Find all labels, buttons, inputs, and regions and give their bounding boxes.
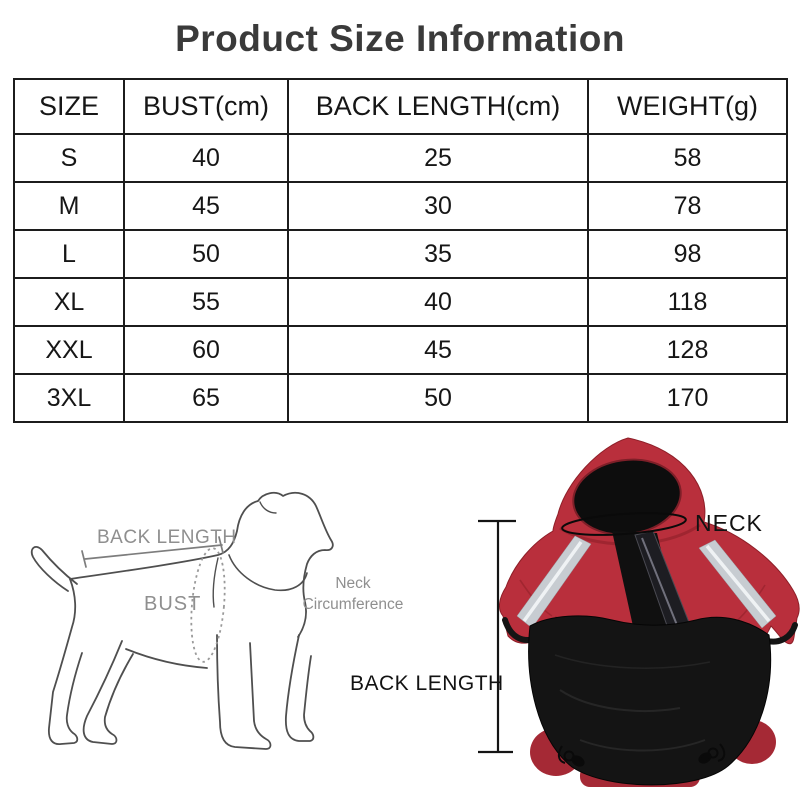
cell-size: L: [13, 229, 125, 279]
neck-circumference-line2: Circumference: [302, 595, 404, 613]
cell-size: M: [13, 181, 125, 231]
bust-measure-ellipse: [190, 547, 226, 663]
dog-back-length-label: BACK LENGTH: [97, 527, 237, 548]
dog-bust-label: BUST: [144, 593, 202, 615]
cell-bust: 60: [123, 325, 289, 375]
jacket-neck-label: NECK: [695, 510, 763, 536]
cell-back-length: 35: [287, 229, 589, 279]
table-row: M 45 30 78: [13, 181, 788, 231]
cell-weight: 98: [587, 229, 788, 279]
cell-weight: 78: [587, 181, 788, 231]
cell-size: XL: [13, 277, 125, 327]
cell-size: XXL: [13, 325, 125, 375]
cell-weight: 118: [587, 277, 788, 327]
reflective-stripe-right: [698, 539, 777, 629]
cell-back-length: 50: [287, 373, 589, 423]
table-row: L 50 35 98: [13, 229, 788, 279]
col-header-size: SIZE: [13, 78, 125, 135]
cell-weight: 128: [587, 325, 788, 375]
neck-measure-ellipse: [561, 512, 687, 536]
dog-measure-diagram: [30, 491, 334, 750]
table-row: S 40 25 58: [13, 133, 788, 183]
cell-bust: 40: [123, 133, 289, 183]
cell-bust: 65: [123, 373, 289, 423]
jacket-back-length-label: BACK LENGTH: [350, 672, 504, 695]
cell-back-length: 25: [287, 133, 589, 183]
cell-bust: 45: [123, 181, 289, 231]
jacket-back-length-measure-line: [478, 519, 516, 754]
drawstring-toggles: [557, 743, 726, 767]
page-title: Product Size Information: [175, 18, 625, 59]
col-header-back-length: BACK LENGTH(cm): [287, 78, 589, 135]
cell-bust: 55: [123, 277, 289, 327]
jacket-product-image: [478, 437, 800, 787]
col-header-bust: BUST(cm): [123, 78, 289, 135]
dog-neck-circumference-label: Neck Circumference: [291, 574, 415, 616]
cell-size: S: [13, 133, 125, 183]
table-row: XXL 60 45 128: [13, 325, 788, 375]
table-row: XL 55 40 118: [13, 277, 788, 327]
table-header-row: SIZE BUST(cm) BACK LENGTH(cm) WEIGHT(g): [13, 78, 788, 135]
cell-bust: 50: [123, 229, 289, 279]
table-row: 3XL 65 50 170: [13, 373, 788, 423]
cell-size: 3XL: [13, 373, 125, 423]
belly-panel: [528, 615, 772, 786]
cell-back-length: 30: [287, 181, 589, 231]
dog-back-length-measure-line: [81, 536, 224, 568]
cell-back-length: 45: [287, 325, 589, 375]
cell-back-length: 40: [287, 277, 589, 327]
col-header-weight: WEIGHT(g): [587, 78, 788, 135]
cell-weight: 58: [587, 133, 788, 183]
size-table: SIZE BUST(cm) BACK LENGTH(cm) WEIGHT(g) …: [13, 78, 788, 423]
neck-circumference-line1: Neck: [335, 575, 371, 592]
cell-weight: 170: [587, 373, 788, 423]
